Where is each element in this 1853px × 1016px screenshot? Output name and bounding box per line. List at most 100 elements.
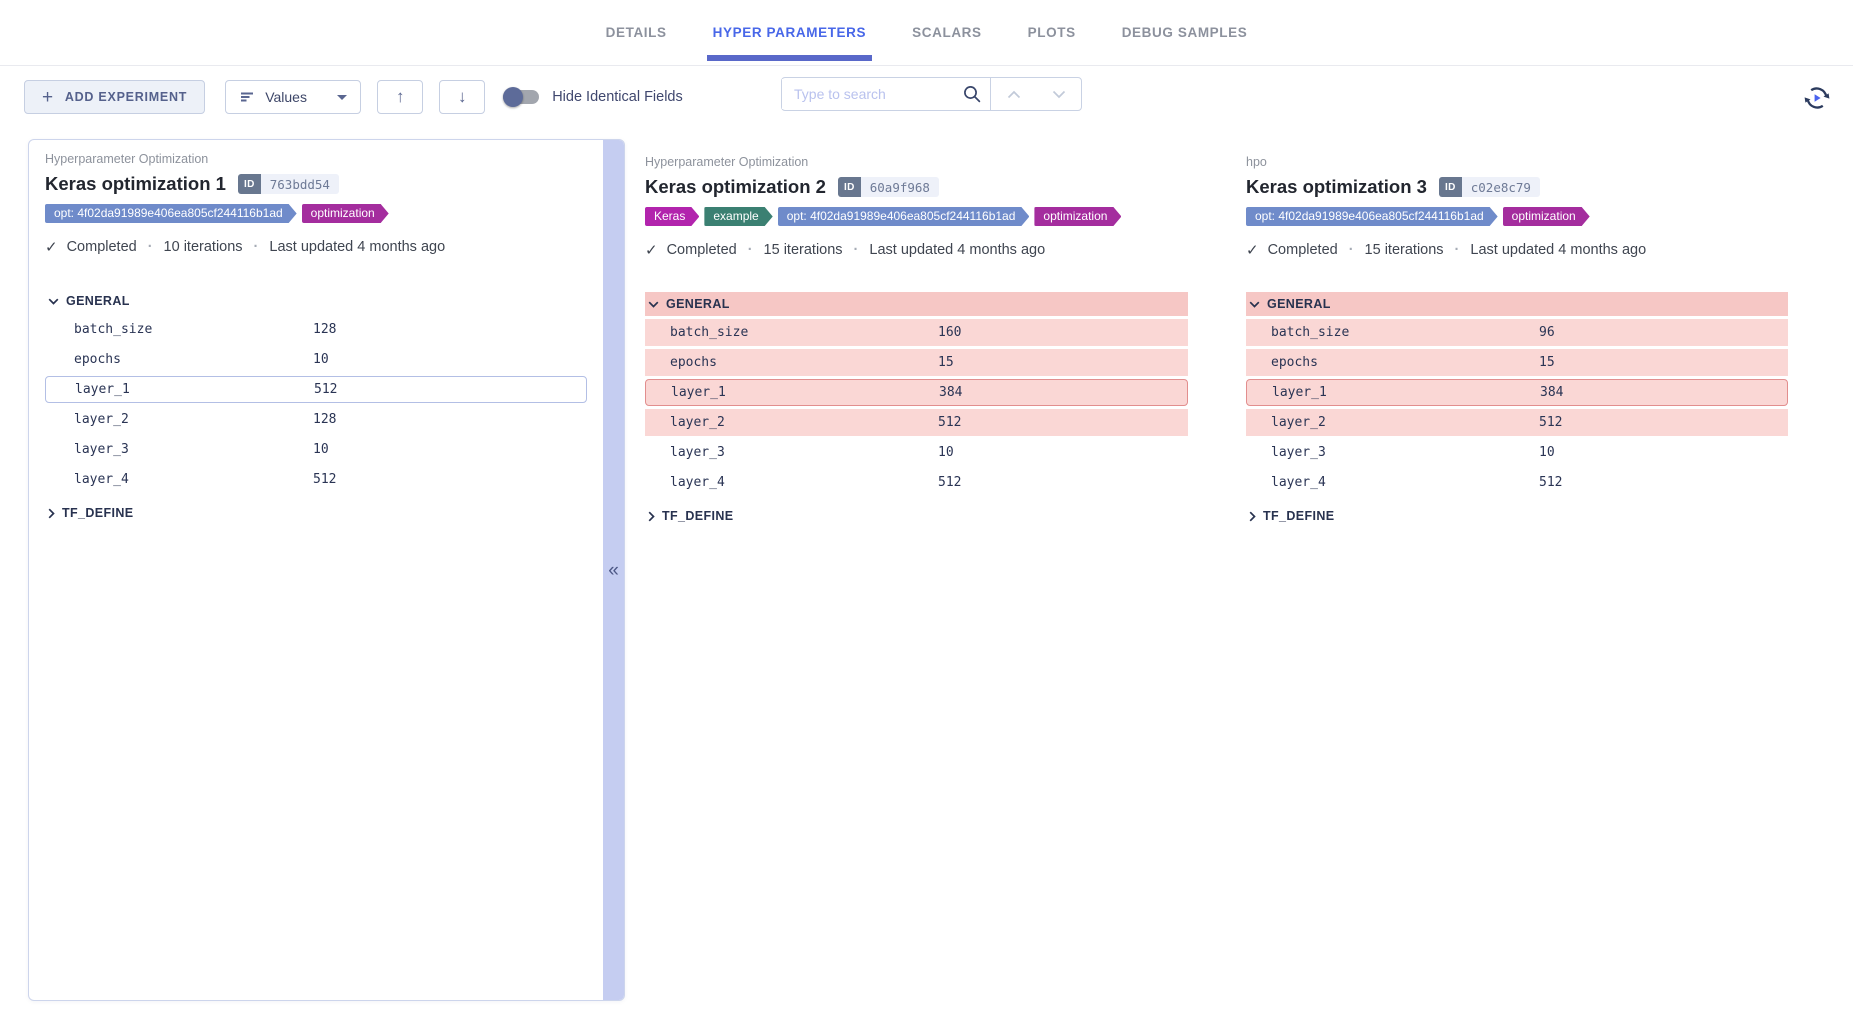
param-row[interactable]: layer_3 10 [645,439,1188,466]
check-icon: ✓ [45,239,58,256]
tags-row: opt: 4f02da91989e406ea805cf244116b1ad op… [45,204,587,223]
iterations-text: 15 iterations [763,242,843,258]
status-row: ✓ Completed · 15 iterations · Last updat… [645,241,1188,259]
param-value: 512 [314,382,338,397]
param-row[interactable]: layer_4 512 [1246,469,1788,496]
tags-row: opt: 4f02da91989e406ea805cf244116b1ad op… [1246,207,1788,226]
chevron-down-icon [1249,301,1260,308]
collapse-panel-handle[interactable]: « [603,140,624,1000]
chevron-down-icon [648,301,659,308]
param-value: 15 [1539,355,1555,370]
param-row[interactable]: layer_4 512 [45,466,587,493]
move-down-button[interactable]: ↓ [439,80,486,114]
auto-refresh-button[interactable] [1799,80,1835,116]
experiment-compare-area: Hyperparameter Optimization Keras optimi… [0,139,1853,1001]
param-value: 10 [313,352,329,367]
param-row[interactable]: layer_2 128 [45,406,587,433]
id-value: c02e8c79 [1461,177,1540,197]
param-row-selected[interactable]: layer_1 384 [1246,379,1788,406]
param-key: layer_4 [1271,475,1326,490]
section-label: GENERAL [1267,297,1331,311]
param-key: epochs [1271,355,1318,370]
param-value: 10 [313,442,329,457]
tag-opt: opt: 4f02da91989e406ea805cf244116b1ad [778,207,1030,226]
toolbar: + ADD EXPERIMENT Values ↑ ↓ Hide Identic… [0,66,1853,128]
status-row: ✓ Completed · 15 iterations · Last updat… [1246,241,1788,259]
param-value: 512 [1539,475,1563,490]
experiment-card-2: Hyperparameter Optimization Keras optimi… [645,139,1188,531]
dot-separator: · [853,242,859,258]
status-row: ✓ Completed · 10 iterations · Last updat… [45,238,587,256]
param-row[interactable]: epochs 10 [45,346,587,373]
param-value: 512 [938,415,962,430]
experiment-title: Keras optimization 1 [45,173,226,194]
param-key: layer_3 [1271,445,1326,460]
section-tf-define[interactable]: TF_DEFINE [45,501,587,525]
hide-identical-label: Hide Identical Fields [552,89,683,105]
param-row-diff[interactable]: layer_2 512 [1246,409,1788,436]
param-key: layer_3 [74,442,129,457]
move-up-button[interactable]: ↑ [377,80,424,114]
param-row-diff[interactable]: epochs 15 [1246,349,1788,376]
param-row[interactable]: layer_3 10 [45,436,587,463]
param-key: layer_2 [74,412,129,427]
search-next-button[interactable] [1036,78,1081,110]
section-tf-define[interactable]: TF_DEFINE [645,504,1188,528]
add-experiment-button[interactable]: + ADD EXPERIMENT [24,80,206,114]
dot-separator: · [1454,242,1460,258]
status-text: Completed [1267,242,1338,258]
param-row[interactable]: batch_size 128 [45,316,587,343]
values-dropdown[interactable]: Values [225,80,362,114]
chevron-up-icon [1007,90,1020,98]
tab-scalars[interactable]: SCALARS [912,25,982,40]
toggle-thumb [503,87,524,107]
param-value: 512 [313,472,337,487]
param-row-selected[interactable]: layer_1 384 [645,379,1188,406]
param-row-diff[interactable]: layer_2 512 [645,409,1188,436]
add-experiment-label: ADD EXPERIMENT [64,90,188,104]
id-label: ID [837,177,861,197]
tab-debug-samples[interactable]: DEBUG SAMPLES [1121,25,1248,40]
param-key: layer_1 [75,382,130,397]
experiment-id-chip: ID 60a9f968 [837,177,939,197]
tab-bar: DETAILS HYPER PARAMETERS SCALARS PLOTS D… [0,0,1853,66]
param-row-selected[interactable]: layer_1 512 [45,376,587,403]
param-row-diff[interactable]: batch_size 96 [1246,319,1788,346]
param-key: layer_1 [1272,385,1327,400]
section-general[interactable]: GENERAL [1246,292,1788,316]
tag-keras: Keras [645,207,699,226]
section-label: GENERAL [66,294,130,308]
param-value: 384 [939,385,963,400]
title-row: Keras optimization 3 ID c02e8c79 [1246,176,1788,198]
title-row: Keras optimization 2 ID 60a9f968 [645,176,1188,198]
divider [990,77,991,111]
param-value: 512 [938,475,962,490]
section-general[interactable]: GENERAL [645,292,1188,316]
param-value: 384 [1540,385,1564,400]
tab-details[interactable]: DETAILS [605,25,667,40]
id-value: 60a9f968 [860,177,939,197]
param-row-diff[interactable]: batch_size 160 [645,319,1188,346]
search-input[interactable] [782,79,954,109]
section-general[interactable]: GENERAL [45,289,587,313]
param-key: layer_2 [670,415,725,430]
experiment-id-chip: ID 763bdd54 [237,174,339,194]
tab-hyper-parameters[interactable]: HYPER PARAMETERS [706,0,872,65]
dot-separator: · [253,239,259,255]
section-label: TF_DEFINE [62,506,134,520]
param-key: epochs [74,352,121,367]
sort-lines-icon [241,92,254,102]
id-label: ID [237,174,261,194]
param-value: 10 [1539,445,1555,460]
tag-optimization: optimization [1034,207,1121,226]
hide-identical-toggle[interactable] [503,87,540,107]
section-tf-define[interactable]: TF_DEFINE [1246,504,1788,528]
param-row[interactable]: layer_4 512 [645,469,1188,496]
status-text: Completed [66,239,137,255]
search-icon [954,84,990,104]
search-prev-button[interactable] [991,78,1036,110]
param-row[interactable]: layer_3 10 [1246,439,1788,466]
param-key: layer_4 [74,472,129,487]
param-row-diff[interactable]: epochs 15 [645,349,1188,376]
tab-plots[interactable]: PLOTS [1027,25,1076,40]
